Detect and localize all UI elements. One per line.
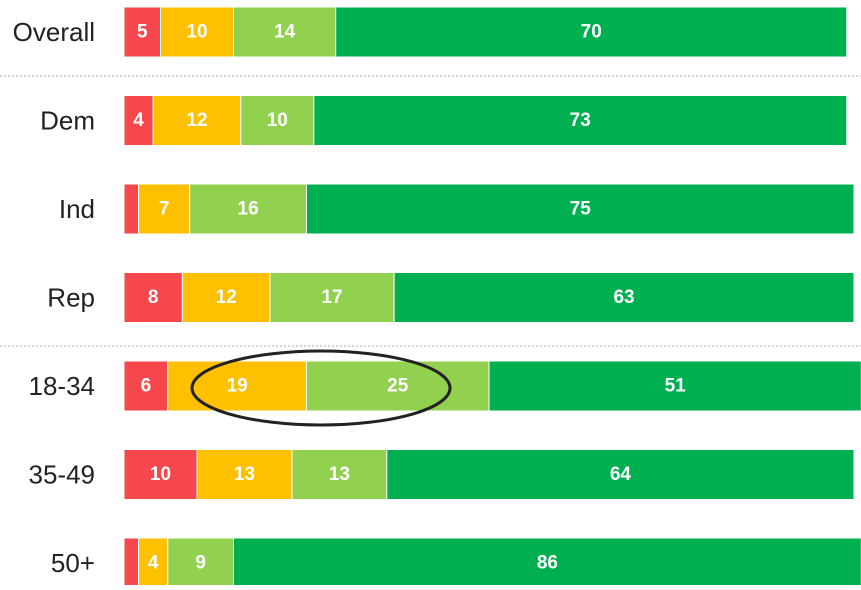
category-label: 35-49 [29, 460, 96, 490]
category-label: Rep [47, 283, 95, 313]
value-label: 86 [537, 553, 558, 574]
value-label: 7 [159, 199, 170, 220]
value-label: 10 [150, 464, 171, 485]
category-label: 18-34 [29, 371, 96, 401]
category-label: 50+ [51, 548, 95, 578]
category-label: Dem [40, 106, 95, 136]
bars: Overall 5 10 14 70 Dem 4 12 10 73 Ind 7 16 75 Rep 8 12 17… [13, 7, 861, 585]
value-label: 4 [133, 110, 144, 131]
value-label: 9 [195, 553, 206, 574]
value-label: 12 [186, 110, 207, 131]
value-label: 73 [570, 110, 591, 131]
value-label: 13 [234, 464, 255, 485]
category-label: Overall [13, 17, 95, 47]
value-label: 8 [148, 287, 159, 308]
value-label: 25 [387, 376, 409, 397]
value-label: 19 [227, 376, 248, 397]
value-label: 16 [238, 199, 259, 220]
value-label: 10 [186, 22, 207, 43]
value-label: 13 [329, 464, 350, 485]
value-label: 70 [581, 22, 602, 43]
value-label: 63 [613, 287, 634, 308]
value-label: 17 [321, 287, 342, 308]
value-label: 14 [274, 22, 296, 43]
value-label: 75 [570, 199, 592, 220]
value-label: 4 [148, 553, 159, 574]
value-label: 5 [137, 22, 148, 43]
value-label: 64 [610, 464, 632, 485]
value-label: 12 [216, 287, 237, 308]
value-label: 51 [665, 376, 687, 397]
value-label: 10 [267, 110, 288, 131]
value-label: 6 [141, 376, 152, 397]
category-label: Ind [59, 194, 95, 224]
bar-segment [124, 538, 139, 585]
bar-segment [124, 184, 139, 234]
